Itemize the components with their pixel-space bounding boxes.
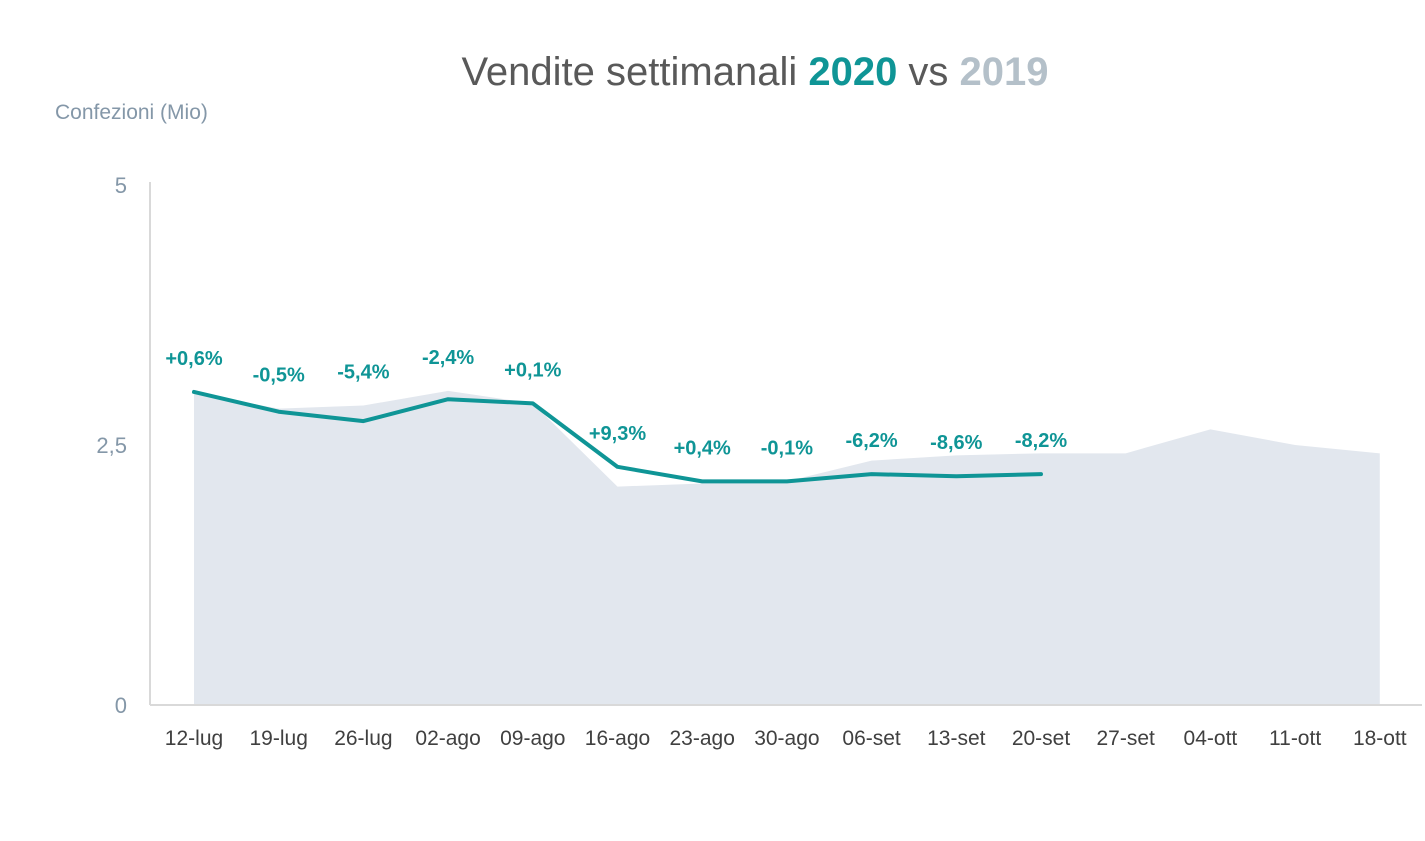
data-label: -5,4% [337,361,389,383]
chart-title-2019: 2019 [960,50,1049,94]
data-label: +0,1% [504,359,561,381]
data-label: +0,4% [674,437,731,459]
y-tick-label: 5 [115,173,127,198]
data-label: -6,2% [845,430,897,452]
x-tick-label: 20-set [1012,727,1071,750]
chart-title-vs: vs [897,50,959,94]
plot-area: 0 2,5 5 12-lug 19-lug 26-lug 02-ago 09-ago 16-ag… [96,173,1422,750]
data-label: -8,6% [930,432,982,454]
y-tick-label: 0 [115,693,127,718]
series-2019-area [194,390,1380,705]
x-tick-label: 09-ago [500,727,565,750]
data-label: +0,6% [165,348,222,370]
y-axis-label: Confezioni (Mio) [55,101,208,124]
x-tick-label: 23-ago [670,727,735,750]
x-tick-label: 06-set [842,727,901,750]
x-tick-label: 19-lug [250,727,308,750]
x-tick-label: 04-ott [1184,727,1238,750]
data-label: -8,2% [1015,430,1067,452]
data-label: -0,1% [761,437,813,459]
chart-title-2020: 2020 [808,50,897,94]
x-tick-label: 13-set [927,727,986,750]
data-label: -0,5% [253,365,305,387]
chart-title-prefix: Vendite settimanali [461,50,808,94]
data-label: +9,3% [589,423,646,445]
x-tick-label: 30-ago [754,727,819,750]
x-tick-label: 27-set [1097,727,1156,750]
chart-title: Vendite settimanali 2020 vs 2019 [461,50,1048,94]
x-tick-label: 16-ago [585,727,650,750]
x-tick-label: 11-ott [1269,727,1321,750]
series-2020-line [192,389,1043,484]
x-tick-label: 18-ott [1353,727,1407,750]
x-tick-label: 02-ago [415,727,480,750]
x-tick-label: 26-lug [334,727,392,750]
y-tick-label: 2,5 [96,433,127,458]
data-label: -2,4% [422,347,474,369]
x-tick-label: 12-lug [165,727,223,750]
